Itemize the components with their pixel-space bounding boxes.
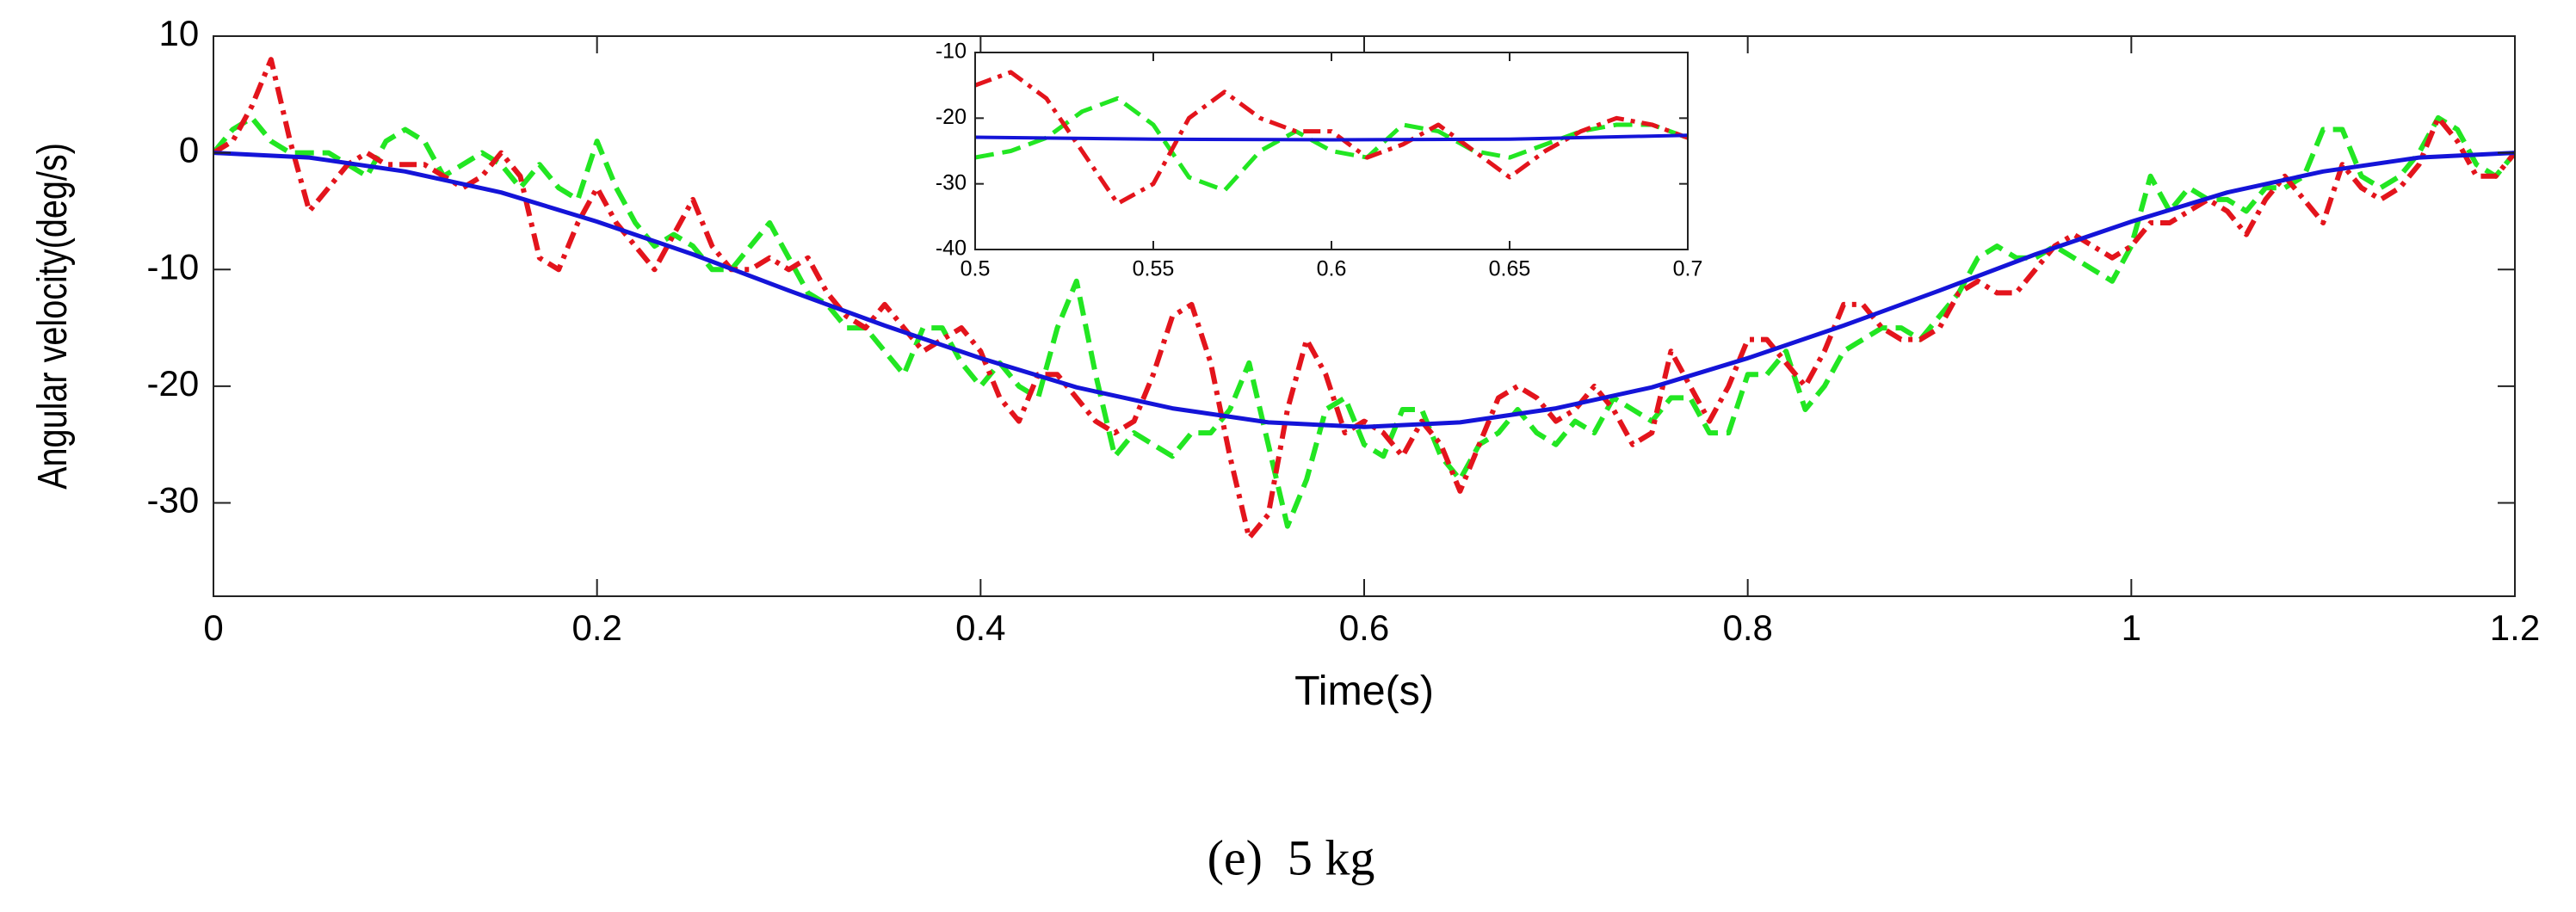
y-tick-label: -30: [936, 170, 967, 194]
x-tick-label: 0: [203, 607, 223, 648]
x-tick-label: 0.6: [1339, 607, 1389, 648]
series-line: [213, 57, 2515, 541]
x-tick-label: 0.8: [1722, 607, 1772, 648]
x-tick-label: 0.65: [1489, 256, 1531, 280]
series-line: [213, 114, 2515, 529]
x-tick-label: 1.2: [2490, 607, 2540, 648]
x-tick-label: 0.55: [1133, 256, 1175, 280]
x-tick-label: 0.7: [1673, 256, 1703, 280]
x-tick-label: 0.4: [955, 607, 1005, 648]
y-tick-label: -30: [146, 480, 199, 521]
series-line: [213, 151, 2515, 429]
x-tick-label: 1: [2122, 607, 2141, 648]
y-tick-label: -20: [936, 105, 967, 129]
x-tick-label: 0.5: [961, 256, 991, 280]
x-axis-label: Time(s): [1294, 668, 1434, 714]
y-tick-label: -40: [936, 237, 967, 261]
y-tick-label: -20: [146, 363, 199, 404]
y-tick-label: -10: [936, 40, 967, 64]
y-tick-label: 0: [179, 130, 199, 170]
series-line: [975, 96, 1688, 193]
x-tick-label: 0.2: [571, 607, 621, 648]
y-tick-label: -10: [146, 246, 199, 287]
y-axis-label: Angular velocity(deg/s): [29, 143, 76, 490]
series-line: [975, 70, 1688, 206]
y-tick-label: 10: [158, 13, 199, 53]
plot-area: [975, 52, 1688, 250]
caption: (e) 5 kg: [1208, 829, 1375, 885]
x-tick-label: 0.6: [1317, 256, 1347, 280]
series-line: [975, 133, 1688, 142]
